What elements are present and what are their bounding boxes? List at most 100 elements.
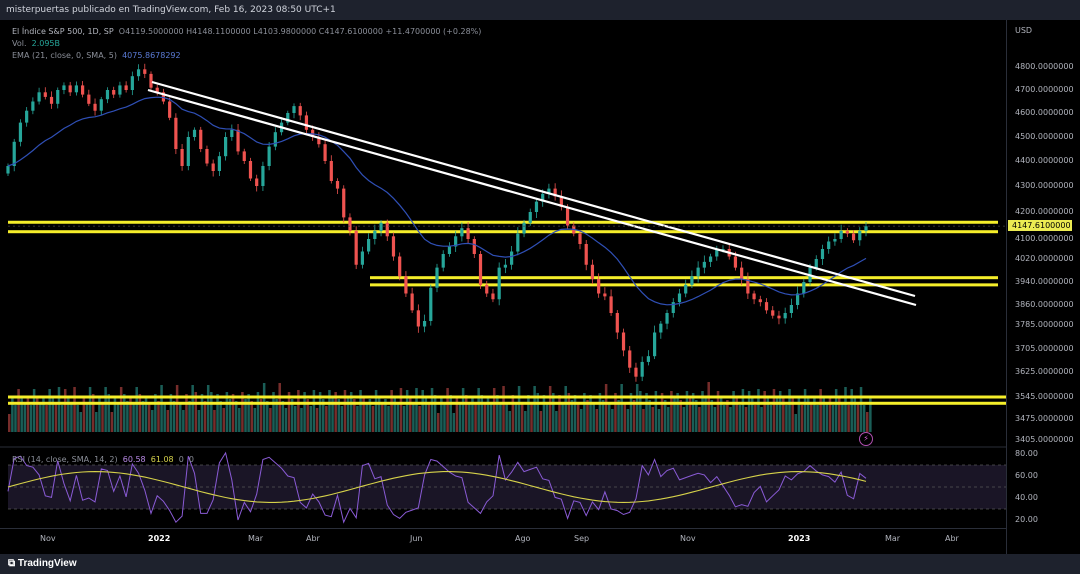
volume-bar [726,400,729,432]
volume-bar [576,402,580,432]
volume-bar [353,399,356,432]
volume-bar [564,386,567,432]
volume-bar [85,403,89,432]
candle-body [367,239,371,252]
candle-body [292,106,296,113]
candle-body [447,246,452,254]
candle-body [565,206,570,226]
volume-bar [110,412,114,432]
volume-bar [45,405,48,432]
volume-bar [206,385,210,432]
price-axis[interactable]: USD 4800.0000000 4700.0000000 4600.0000000… [1006,20,1080,554]
candle-body [460,228,464,237]
volume-bar [123,394,126,432]
volume-bar [337,399,341,432]
volume-bar [349,392,353,432]
volume-bar [88,387,92,432]
volume-bar [828,398,832,432]
lightning-icon[interactable]: ⚡ [859,432,873,446]
volume-bar [614,393,617,432]
candle-body [56,90,60,104]
candle-body [398,256,402,277]
volume-bar [573,395,577,432]
volume-bar [443,404,446,432]
candle-body [820,249,825,259]
volume-bar [402,406,406,432]
volume-bar [741,389,745,432]
time-tick-label: Nov [40,534,56,543]
candle-body [665,313,669,324]
price-tick-label: 3785.0000000 [1015,320,1074,329]
rsi-tick-label: 20.00 [1015,515,1038,524]
volume-bar [651,407,655,432]
volume-bar [163,403,166,432]
price-tick-label: 4400.0000000 [1015,156,1074,165]
volume-bar [866,412,869,432]
volume-bar [82,396,86,432]
candle-body [124,85,128,90]
volume-bar [51,396,55,432]
volume-bar [300,408,303,432]
time-axis[interactable]: Nov 2022 Mar Abr Jun Ago Sep Nov 2023 Mar Abr [0,528,1006,547]
candle-body [684,284,688,294]
volume-bar [841,403,844,432]
volume-level-line [8,401,1006,405]
volume-bar [409,397,412,432]
volume-bar [26,398,30,432]
volume-bar [803,389,807,432]
candle-body [864,226,868,231]
candle-body [342,188,346,218]
volume-bar [561,402,564,432]
volume-bar [371,406,375,432]
candle-body [783,313,787,319]
price-tick-label: 4600.0000000 [1015,108,1074,117]
volume-bar [359,390,362,432]
volume-bar [63,389,67,432]
chart-frame[interactable] [0,20,1080,554]
candle-body [161,92,166,102]
volume-bar [393,397,396,432]
volume-bar [287,392,291,432]
candle-body [671,302,675,313]
volume-bar [632,400,636,432]
candle-body [230,129,234,137]
candle-body [740,267,744,280]
candle-body [541,193,545,202]
candle-body [267,146,271,166]
volume-bar [611,409,614,432]
candle-body [168,101,172,118]
volume-bar [533,386,536,432]
publish-header: misterpuertas publicado en TradingView.c… [0,0,1080,20]
volume-bar [800,405,804,432]
volume-bar [116,403,120,432]
volume-bar [642,409,645,432]
volume-bar [70,403,73,432]
price-chart[interactable] [0,20,1006,528]
tradingview-logo[interactable]: ⧉ TradingView [8,558,77,569]
volume-bar [629,393,633,432]
time-tick-label: Mar [248,534,264,543]
volume-bar [707,382,710,432]
candle-body [597,279,601,294]
candle-body [621,332,626,351]
volume-bar [421,390,424,432]
price-tick-label: 4500.0000000 [1015,132,1074,141]
currency-label: USD [1015,26,1033,35]
volume-bar [191,385,194,432]
price-tick-label: 3475.0000000 [1015,414,1074,423]
price-tick-label: 4200.0000000 [1015,207,1074,216]
candle-body [429,287,433,321]
volume-bar [228,399,232,432]
volume-bar [480,395,484,432]
candle-body [211,163,215,171]
volume-bar [782,398,785,432]
candle-body [609,296,613,313]
volume-bar [486,397,490,432]
candle-body [839,230,843,239]
candle-body [410,293,414,311]
candle-body [435,267,439,288]
volume-bar [778,391,782,432]
candle-body [329,161,333,181]
candle-body [360,251,364,265]
candle-body [516,233,520,252]
